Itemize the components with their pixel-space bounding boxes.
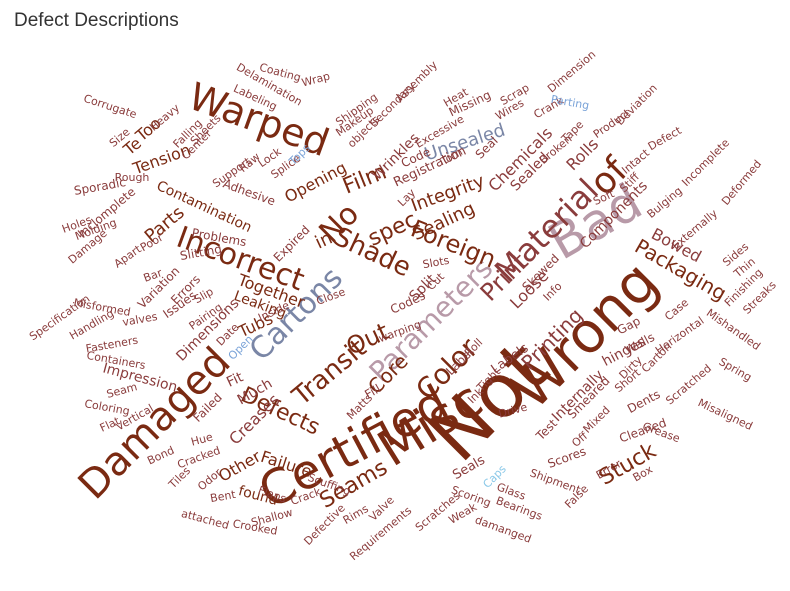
word-spring: Spring [717,355,754,384]
word-rough: Rough [115,171,150,184]
word-defect: Defect [646,124,684,154]
word-incomplete: Incomplete [679,136,732,189]
word-seam: Seam [105,380,139,401]
word-slots: Slots [422,254,451,272]
word-bulging: Bulging [645,184,685,221]
word-dents: Dents [625,387,663,416]
word-mishandled: Mishandled [704,306,763,353]
word-coloring: Coloring [83,397,130,418]
word-fill: Fill [362,381,383,401]
word-bent: Bent [209,488,237,505]
word-dimension: Dimension [545,48,598,96]
word-rims: Rims [341,502,371,527]
word-corrugate: Corrugate [82,92,139,121]
word-hue: Hue [190,430,215,448]
word-misaligned: Misaligned [696,396,755,433]
word-deformed: Deformed [719,158,764,208]
word-deviation: Deviation [613,81,659,127]
word-valves: valves [121,310,158,329]
word-case: Case [662,296,691,323]
word-fit: Fit [224,369,246,391]
word-scores: Scores [546,444,588,471]
word-damanged: damanged [473,513,533,545]
word-in: in [312,228,336,254]
word-intact: Intact [619,146,652,177]
word-attached: attached [180,507,231,532]
word-bar: Bar [142,266,165,285]
chart-title: Defect Descriptions [14,10,179,31]
word-assembly: Assembly [393,58,440,105]
word-wrap: Wrap [300,70,331,90]
